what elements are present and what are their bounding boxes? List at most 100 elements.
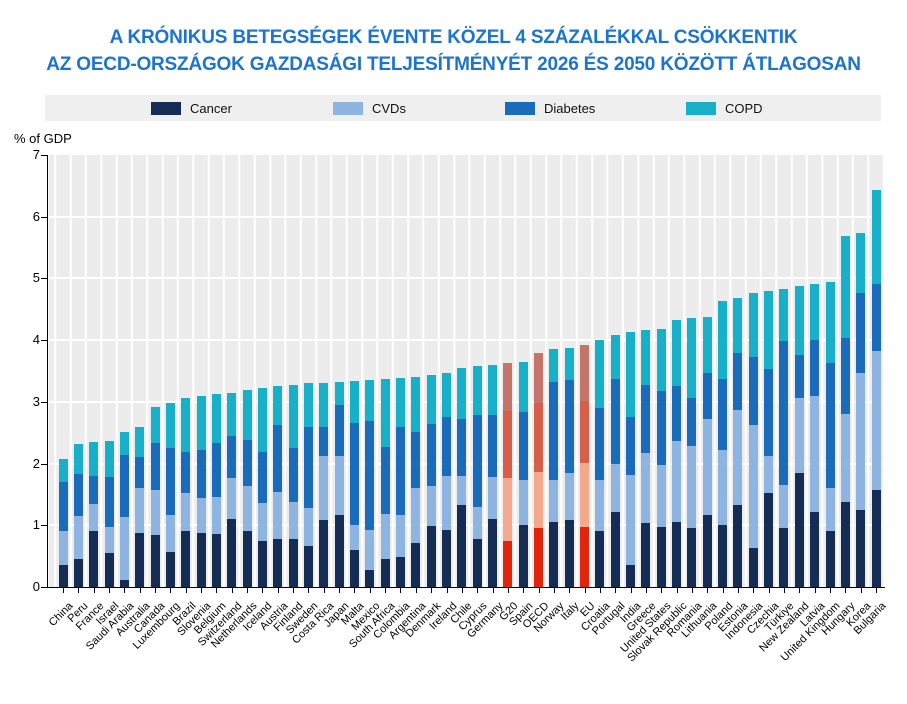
segment-copd bbox=[564, 347, 574, 381]
segment-diabetes bbox=[518, 411, 528, 481]
segment-cvds bbox=[764, 456, 774, 494]
segment-cvds bbox=[319, 456, 329, 520]
segment-cvds bbox=[334, 456, 344, 516]
legend-item-copd: COPD bbox=[686, 95, 763, 121]
bar-brazil bbox=[181, 398, 191, 587]
segment-copd bbox=[380, 379, 390, 447]
segment-copd bbox=[503, 363, 513, 411]
segment-cvds bbox=[595, 479, 605, 531]
legend-label: COPD bbox=[725, 100, 763, 116]
x-tick bbox=[538, 588, 540, 593]
bar-türkiye bbox=[779, 288, 789, 587]
x-tick bbox=[615, 588, 617, 593]
plot-area bbox=[48, 155, 884, 587]
segment-cancer bbox=[242, 531, 252, 587]
bar-israel bbox=[104, 441, 114, 587]
segment-copd bbox=[641, 329, 651, 386]
segment-cancer bbox=[779, 528, 789, 587]
bar-japan bbox=[334, 381, 344, 587]
y-gridline-4 bbox=[48, 339, 884, 342]
x-tick bbox=[262, 588, 264, 593]
segment-cvds bbox=[303, 508, 313, 546]
bar-indonesia bbox=[748, 293, 758, 587]
segment-cvds bbox=[840, 413, 850, 502]
bar-chile bbox=[457, 367, 467, 587]
bar-czechia bbox=[764, 290, 774, 587]
segment-copd bbox=[840, 236, 850, 339]
segment-cvds bbox=[365, 529, 375, 570]
segment-diabetes bbox=[365, 421, 375, 530]
legend: Cancer CVDs Diabetes COPD bbox=[45, 95, 881, 121]
segment-cancer bbox=[89, 531, 99, 587]
x-tick bbox=[293, 588, 295, 593]
segment-diabetes bbox=[165, 448, 175, 515]
y-tick-5 bbox=[41, 278, 47, 280]
segment-cancer bbox=[764, 493, 774, 587]
segment-cancer bbox=[871, 490, 881, 587]
segment-diabetes bbox=[442, 416, 451, 476]
segment-copd bbox=[687, 317, 697, 399]
y-gridline-5 bbox=[48, 277, 884, 280]
segment-cvds bbox=[564, 473, 574, 520]
segment-cvds bbox=[288, 501, 298, 540]
bar-costa-rica bbox=[319, 382, 329, 587]
bar-luxembourg bbox=[165, 402, 175, 587]
segment-cvds bbox=[242, 486, 252, 532]
segment-copd bbox=[135, 426, 145, 458]
x-tick bbox=[139, 588, 141, 593]
segment-copd bbox=[794, 285, 804, 355]
segment-diabetes bbox=[457, 419, 467, 476]
x-tick bbox=[523, 588, 525, 593]
segment-diabetes bbox=[395, 426, 405, 515]
bar-mexico bbox=[365, 379, 375, 587]
segment-copd bbox=[718, 301, 728, 380]
segment-cvds bbox=[580, 462, 590, 527]
segment-copd bbox=[733, 298, 743, 353]
segment-diabetes bbox=[779, 341, 789, 486]
segment-cancer bbox=[303, 545, 313, 587]
bar-canada bbox=[150, 406, 160, 587]
segment-cvds bbox=[733, 409, 743, 505]
segment-diabetes bbox=[641, 385, 651, 454]
y-tick-4 bbox=[41, 340, 47, 342]
bar-united-kingdom bbox=[825, 281, 835, 587]
segment-copd bbox=[395, 377, 405, 427]
segment-cancer bbox=[227, 519, 237, 587]
segment-cvds bbox=[395, 514, 405, 557]
segment-cancer bbox=[718, 524, 728, 587]
segment-cancer bbox=[58, 565, 68, 587]
bar-austria bbox=[273, 386, 283, 587]
segment-diabetes bbox=[119, 454, 129, 517]
segment-diabetes bbox=[810, 339, 820, 396]
segment-copd bbox=[426, 374, 436, 425]
x-tick bbox=[247, 588, 249, 593]
segment-cvds bbox=[165, 514, 175, 553]
segment-cancer bbox=[273, 539, 283, 587]
segment-copd bbox=[702, 316, 712, 374]
segment-cancer bbox=[856, 509, 866, 587]
segment-cvds bbox=[856, 373, 866, 510]
x-tick bbox=[553, 588, 555, 593]
segment-copd bbox=[257, 388, 267, 452]
bar-lithuania bbox=[702, 316, 712, 587]
x-tick bbox=[630, 588, 632, 593]
segment-cancer bbox=[534, 528, 544, 587]
segment-diabetes bbox=[748, 356, 758, 425]
legend-label: Diabetes bbox=[544, 100, 596, 116]
segment-cancer bbox=[196, 533, 206, 587]
segment-cvds bbox=[748, 424, 758, 549]
x-tick bbox=[584, 588, 586, 593]
x-tick bbox=[676, 588, 678, 593]
x-tick bbox=[155, 588, 157, 593]
segment-copd bbox=[779, 288, 789, 342]
segment-diabetes bbox=[764, 369, 774, 457]
segment-cvds bbox=[871, 350, 881, 491]
y-axis-title: % of GDP bbox=[14, 131, 72, 146]
bar-eu bbox=[580, 345, 590, 587]
segment-copd bbox=[810, 284, 820, 340]
segment-cvds bbox=[349, 525, 359, 550]
segment-cvds bbox=[273, 491, 283, 540]
bar-south-africa bbox=[380, 379, 390, 587]
segment-diabetes bbox=[135, 457, 145, 489]
x-tick bbox=[446, 588, 448, 593]
